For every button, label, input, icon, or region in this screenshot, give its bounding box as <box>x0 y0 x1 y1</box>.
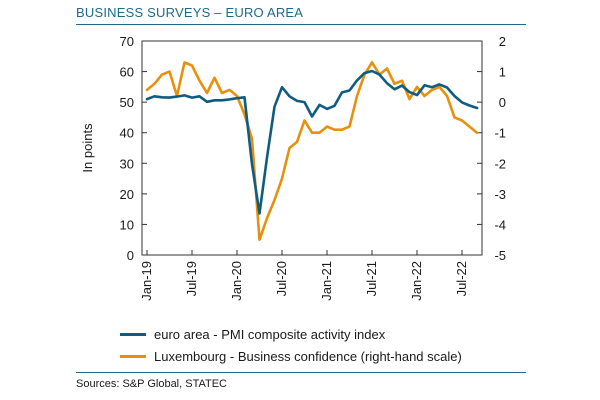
y-tick-label: 70 <box>120 34 134 49</box>
source-note: Sources: S&P Global, STATEC <box>76 378 228 390</box>
x-tick-label: Jan-22 <box>409 261 424 301</box>
x-tick-label: Jan-19 <box>139 261 154 301</box>
series-line-luxembourg <box>145 61 479 241</box>
x-tick-label: Jan-20 <box>229 261 244 301</box>
y-tick-label: 50 <box>120 95 134 110</box>
x-tick-label: Jul-22 <box>454 261 469 296</box>
y-tick-label: 20 <box>120 187 134 202</box>
footer-rule <box>76 372 526 373</box>
y-tick-label: 10 <box>120 217 134 232</box>
legend-label-euro-area: euro area - PMI composite activity index <box>154 327 386 342</box>
y2-tick-label: 1 <box>499 65 506 80</box>
x-tick-label: Jan-21 <box>319 261 334 301</box>
x-tick-label: Jul-20 <box>274 261 289 296</box>
x-tick-label: Jul-19 <box>184 261 199 296</box>
y-tick-label: 0 <box>127 248 134 263</box>
plot-frame <box>141 40 483 256</box>
legend-swatch-euro-area <box>120 333 146 336</box>
title-rule <box>76 24 526 25</box>
legend-item-euro-area: euro area - PMI composite activity index <box>120 324 462 346</box>
y-tick-label: 30 <box>120 156 134 171</box>
x-tick-label: Jul-21 <box>364 261 379 296</box>
y2-tick-label: 0 <box>499 95 506 110</box>
legend-label-luxembourg: Luxembourg - Business confidence (right-… <box>154 349 462 364</box>
y-tick-label: 40 <box>120 126 134 141</box>
y2-tick-label: -1 <box>494 126 506 141</box>
chart-title: BUSINESS SURVEYS – EURO AREA <box>76 5 304 20</box>
series-line-euro-area <box>145 69 479 215</box>
legend-swatch-luxembourg <box>120 355 146 358</box>
y2-tick-label: -5 <box>494 248 506 263</box>
legend-item-luxembourg: Luxembourg - Business confidence (right-… <box>120 346 462 368</box>
legend: euro area - PMI composite activity index… <box>120 324 462 368</box>
y-tick-label: 60 <box>120 65 134 80</box>
y2-tick-label: -2 <box>494 156 506 171</box>
y2-tick-label: 2 <box>499 34 506 49</box>
y2-tick-label: -3 <box>494 187 506 202</box>
y2-tick-label: -4 <box>494 217 506 232</box>
y-axis-label: In points <box>80 123 95 173</box>
